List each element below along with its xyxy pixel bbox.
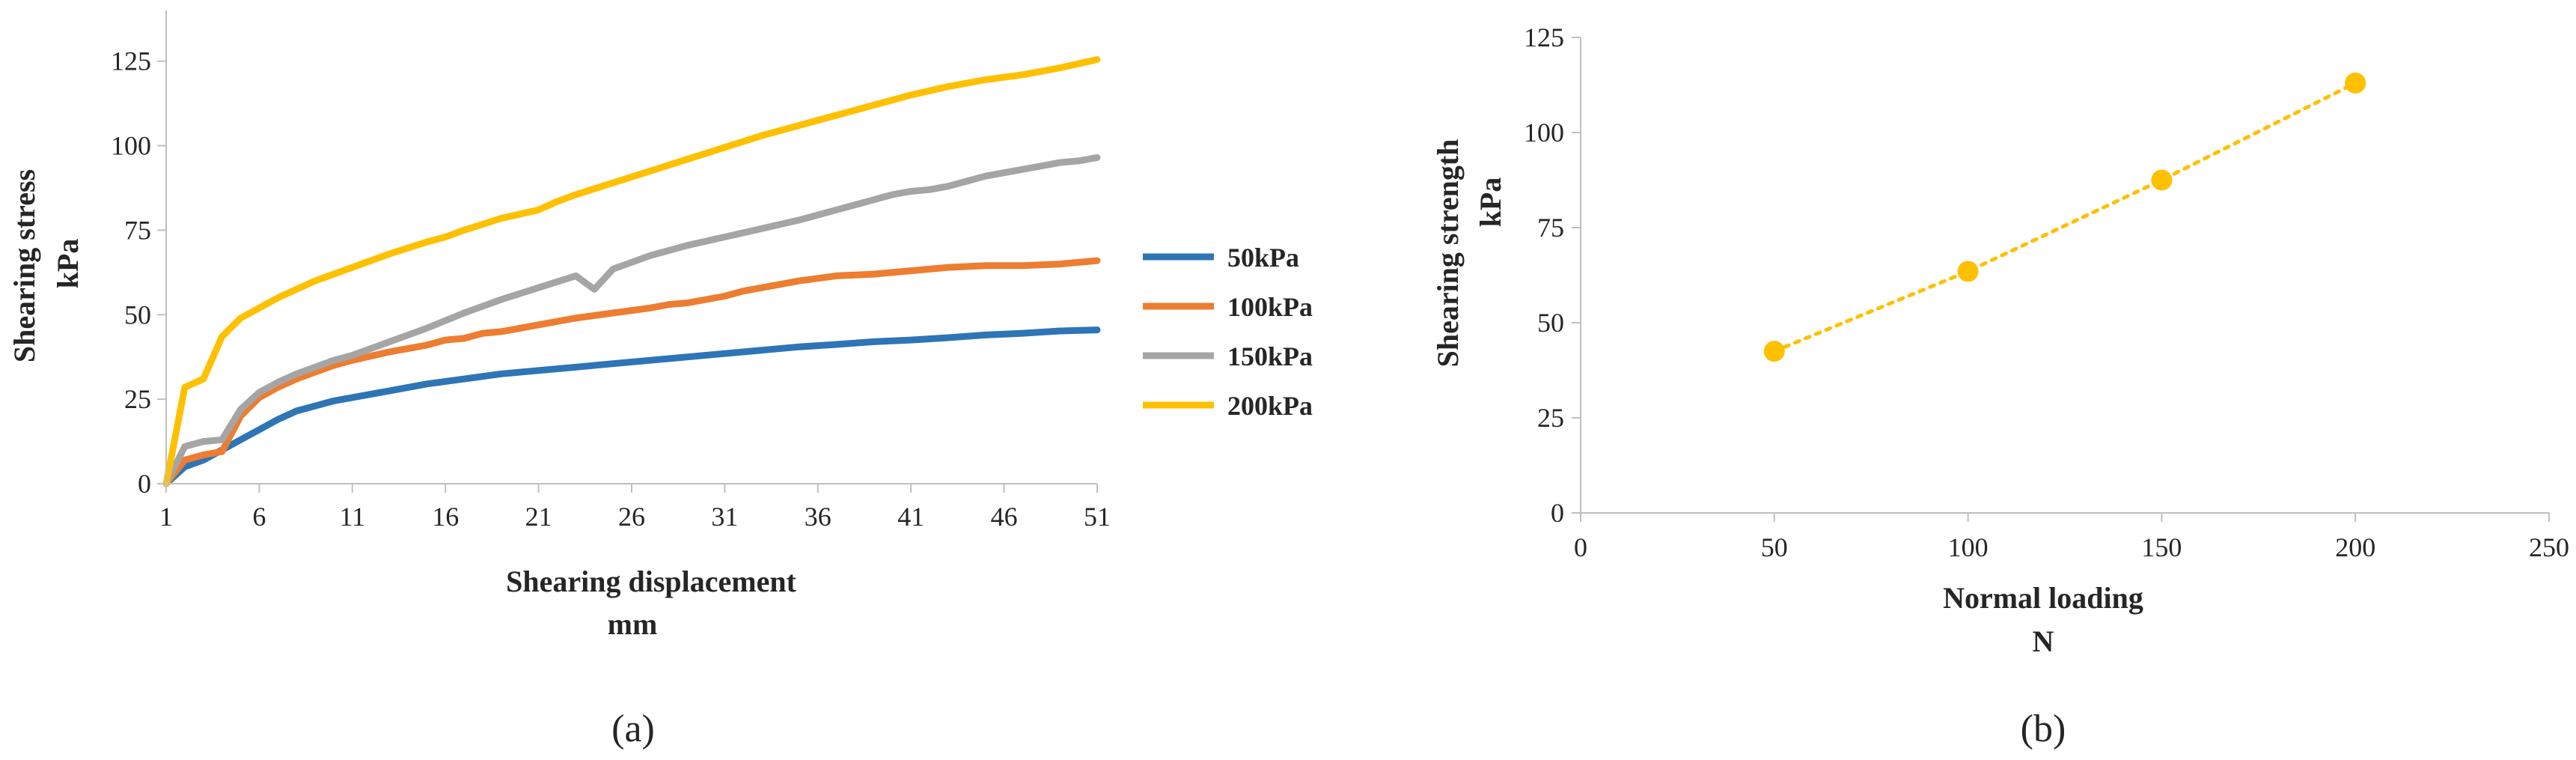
y-tick-label: 25 [124, 384, 151, 414]
chart-a-ylabel: Shearing stress [7, 169, 41, 362]
legend-label-150kPa: 150kPa [1227, 341, 1313, 371]
y-tick-label: 75 [124, 215, 151, 245]
chart-b-yunit: kPa [1474, 177, 1507, 228]
series-line-100kPa [162, 257, 1101, 487]
y-tick-label: 0 [1551, 498, 1564, 528]
y-tick-label: 100 [111, 131, 151, 161]
x-tick-label: 46 [991, 502, 1018, 532]
x-tick-label: 100 [1948, 532, 1989, 562]
x-tick-label: 16 [432, 502, 459, 532]
x-tick-label: 41 [897, 502, 924, 532]
x-tick-label: 6 [252, 502, 266, 532]
x-tick-label: 51 [1084, 502, 1111, 532]
series-line-50kPa [162, 326, 1101, 487]
chart-a-xlabel: Shearing displacement [506, 565, 796, 598]
scatter-point [2345, 72, 2366, 94]
chart-a-legend: 50kPa 100kPa 150kPa 200kPa [1143, 243, 1313, 421]
scatter-point [1957, 261, 1979, 282]
chart-b-xunit: N [2033, 624, 2054, 658]
chart-b: 0 25 50 75 100 125 0 50 100 150 200 250 Normal load… [1431, 22, 2569, 750]
chart-b-axes: 0 25 50 75 100 125 0 50 100 150 200 250 [1524, 22, 2569, 562]
y-tick-label: 125 [1524, 22, 1564, 52]
series-line-150kPa [162, 153, 1101, 487]
chart-a-series-group [162, 56, 1101, 487]
y-tick-label: 125 [111, 46, 151, 76]
y-tick-label: 0 [138, 469, 151, 499]
x-tick-label: 36 [805, 502, 831, 532]
series-line-200kPa [162, 56, 1101, 487]
y-tick-label: 50 [124, 300, 151, 329]
y-tick-label: 25 [1537, 403, 1564, 433]
y-tick-label: 50 [1537, 308, 1564, 338]
legend-label-200kPa: 200kPa [1227, 391, 1313, 421]
chart-b-ylabel: Shearing strength [1431, 139, 1465, 368]
scatter-point [2151, 169, 2173, 191]
x-tick-label: 150 [2141, 532, 2182, 562]
chart-b-series-group [1763, 72, 2366, 362]
x-tick-label: 31 [711, 502, 738, 532]
chart-a-yunit: kPa [51, 239, 85, 289]
legend-label-100kPa: 100kPa [1227, 292, 1313, 322]
x-tick-label: 0 [1574, 532, 1587, 562]
y-tick-label: 100 [1524, 118, 1564, 148]
chart-a-xunit: mm [608, 607, 658, 641]
x-tick-label: 50 [1761, 532, 1788, 562]
chart-b-caption: (b) [2021, 708, 2066, 750]
chart-a-caption: (a) [611, 708, 655, 750]
trendline [1772, 81, 2357, 353]
x-tick-label: 200 [2335, 532, 2375, 562]
x-tick-label: 1 [159, 502, 173, 532]
legend-label-50kPa: 50kPa [1227, 243, 1299, 273]
x-tick-label: 250 [2529, 532, 2569, 562]
y-tick-label: 75 [1537, 213, 1564, 243]
scatter-point [1763, 341, 1785, 362]
x-tick-label: 11 [339, 502, 365, 532]
chart-b-xlabel: Normal loading [1943, 581, 2143, 615]
x-tick-label: 26 [618, 502, 645, 532]
x-tick-label: 21 [525, 502, 552, 532]
